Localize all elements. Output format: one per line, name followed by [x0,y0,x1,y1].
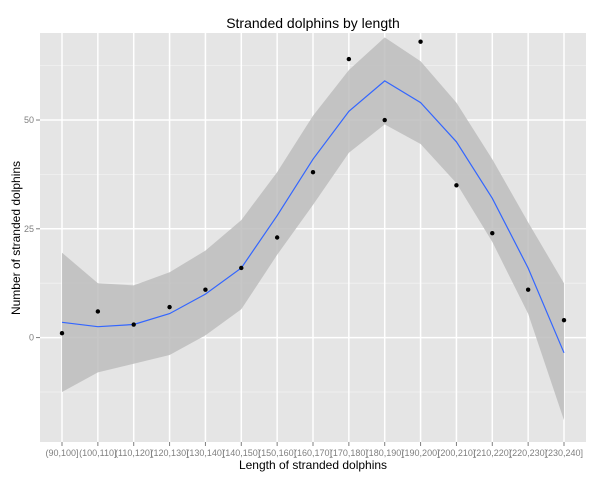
data-point [418,39,423,44]
data-point [131,322,136,327]
data-point [346,56,352,62]
x-tick-label: (150,160] [258,448,296,458]
chart-title: Stranded dolphins by length [226,15,400,31]
data-point [454,183,459,188]
data-point [203,287,208,292]
y-axis-ticks: 0 25 50 [24,115,40,343]
data-point [95,309,101,314]
x-tick-label: (200,210] [437,448,475,458]
data-points [59,39,567,336]
x-tick-label: (120,130] [151,448,189,458]
x-tick-label: (190,200] [402,448,440,458]
x-tick-label: (90,100] [45,448,78,458]
data-point [382,117,387,123]
x-tick-label: (170,180] [330,448,368,458]
x-tick-label: (160,170] [294,448,332,458]
y-tick-label: 25 [24,224,34,234]
x-tick-label: (230,240] [545,448,583,458]
x-tick-label: (130,140] [186,448,224,458]
x-tick-label: (140,150] [222,448,260,458]
x-tick-label: (110,120] [115,448,152,458]
x-axis-title: Length of stranded dolphins [239,458,387,472]
y-axis-title: Number of stranded dolphins [9,161,23,315]
confidence-band [62,37,564,421]
x-axis-ticks: (90,100] (100,110](110,120](120,130](130,… [45,442,583,458]
data-point [561,317,567,323]
data-point [525,287,531,292]
data-point [167,304,172,310]
y-tick-label: 50 [24,115,34,125]
major-gridlines [40,33,586,442]
x-tick-label: (100,110] [79,448,116,458]
smooth-line [61,80,565,354]
data-point [239,265,244,271]
y-tick-label: 0 [29,333,34,343]
x-tick-label: (210,220] [473,448,511,458]
data-point [490,230,495,236]
data-point [310,170,316,175]
data-point [59,331,65,336]
data-point [274,235,280,240]
x-tick-label: (220,230] [509,448,547,458]
x-tick-label: (180,190] [366,448,404,458]
